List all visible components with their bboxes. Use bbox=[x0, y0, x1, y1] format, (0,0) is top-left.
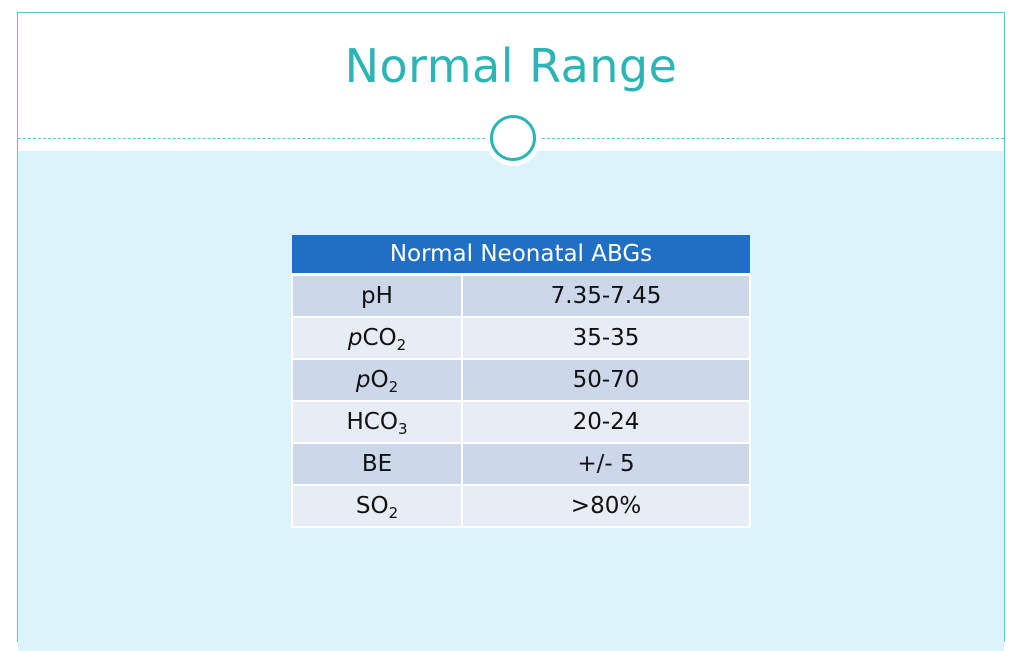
label-subscript: 2 bbox=[396, 336, 407, 354]
circle-ring bbox=[490, 115, 536, 161]
label-prefix: p bbox=[347, 325, 363, 351]
abg-table: Normal Neonatal ABGs pH 7.35-7.45 pCO2 3… bbox=[291, 235, 751, 528]
row-value: +/- 5 bbox=[461, 442, 751, 486]
row-value: 20-24 bbox=[461, 400, 751, 444]
table-row: SO2 >80% bbox=[291, 484, 751, 528]
label-subscript: 2 bbox=[388, 504, 399, 522]
row-label: pO2 bbox=[291, 358, 463, 402]
row-value: 50-70 bbox=[461, 358, 751, 402]
label-subscript: 3 bbox=[397, 420, 408, 438]
slide: Normal Range Normal Neonatal ABGs pH 7.3… bbox=[17, 12, 1005, 651]
table-row: BE +/- 5 bbox=[291, 442, 751, 486]
label-base: SO bbox=[355, 493, 389, 519]
table-header: Normal Neonatal ABGs bbox=[292, 235, 750, 276]
row-label: pCO2 bbox=[291, 316, 463, 360]
label-subscript: 2 bbox=[388, 378, 399, 396]
table-row: pCO2 35-35 bbox=[291, 316, 751, 360]
label-base: CO bbox=[362, 325, 397, 351]
row-label: SO2 bbox=[291, 484, 463, 528]
table-row: pH 7.35-7.45 bbox=[291, 273, 751, 318]
table-row: HCO3 20-24 bbox=[291, 400, 751, 444]
slide-title: Normal Range bbox=[344, 39, 678, 93]
row-value: 7.35-7.45 bbox=[461, 273, 751, 318]
label-base: pH bbox=[361, 283, 393, 309]
row-label: pH bbox=[291, 273, 463, 318]
row-label: BE bbox=[291, 442, 463, 486]
row-value: 35-35 bbox=[461, 316, 751, 360]
row-value: >80% bbox=[461, 484, 751, 528]
row-label: HCO3 bbox=[291, 400, 463, 444]
label-base: BE bbox=[361, 451, 393, 477]
circle-ornament-icon bbox=[485, 110, 541, 166]
label-base: HCO bbox=[346, 409, 398, 435]
label-prefix: p bbox=[355, 367, 371, 393]
label-base: O bbox=[370, 367, 389, 393]
table-row: pO2 50-70 bbox=[291, 358, 751, 402]
